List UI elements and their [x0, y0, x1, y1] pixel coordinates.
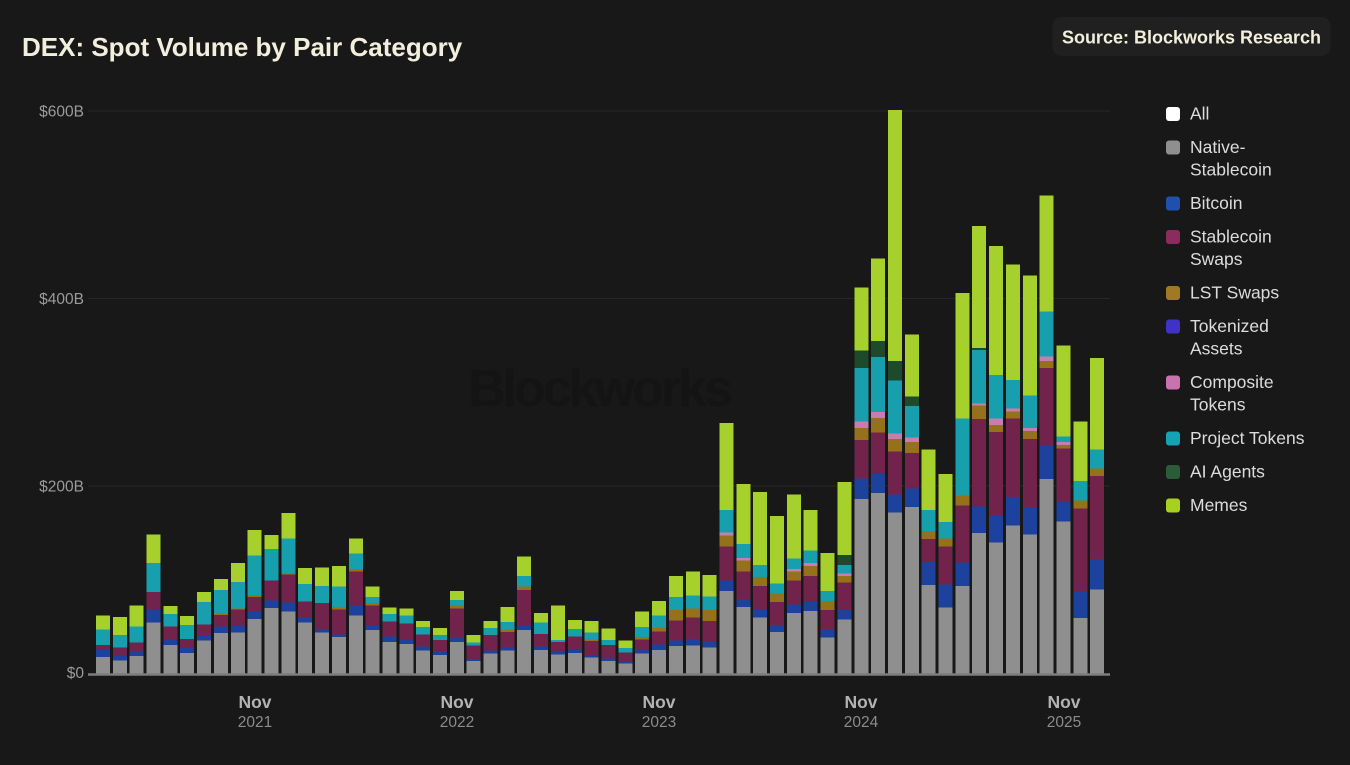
svg-text:2024: 2024	[844, 714, 879, 731]
svg-text:Memes: Memes	[1190, 495, 1248, 515]
svg-text:$200B: $200B	[39, 479, 84, 496]
svg-text:Swaps: Swaps	[1190, 249, 1243, 269]
svg-text:Tokenized: Tokenized	[1190, 316, 1269, 336]
svg-text:Bitcoin: Bitcoin	[1190, 193, 1243, 213]
svg-text:Nov: Nov	[844, 692, 877, 712]
svg-text:Assets: Assets	[1190, 339, 1243, 359]
svg-text:2023: 2023	[642, 714, 676, 731]
svg-text:2021: 2021	[238, 714, 272, 731]
svg-text:Blockworks: Blockworks	[468, 360, 731, 418]
svg-text:Project Tokens: Project Tokens	[1190, 428, 1305, 448]
svg-text:2022: 2022	[440, 714, 474, 731]
svg-text:All: All	[1190, 104, 1209, 124]
svg-text:DEX: Spot Volume by Pair Categ: DEX: Spot Volume by Pair Category	[22, 32, 463, 62]
svg-text:Composite: Composite	[1190, 372, 1274, 392]
svg-text:Nov: Nov	[440, 692, 473, 712]
svg-text:Nov: Nov	[1047, 692, 1080, 712]
svg-text:2025: 2025	[1047, 714, 1081, 731]
svg-text:Nov: Nov	[642, 692, 675, 712]
svg-text:Stablecoin: Stablecoin	[1190, 160, 1272, 180]
svg-text:$400B: $400B	[39, 291, 84, 308]
svg-text:Source: Blockworks Research: Source: Blockworks Research	[1062, 28, 1321, 48]
svg-text:$600B: $600B	[39, 104, 84, 121]
svg-text:Native-: Native-	[1190, 137, 1246, 157]
svg-text:LST Swaps: LST Swaps	[1190, 283, 1279, 303]
svg-text:Tokens: Tokens	[1190, 395, 1246, 415]
svg-text:Stablecoin: Stablecoin	[1190, 227, 1272, 247]
svg-text:$0: $0	[67, 665, 85, 682]
svg-text:Nov: Nov	[238, 692, 271, 712]
svg-text:AI Agents: AI Agents	[1190, 462, 1265, 482]
